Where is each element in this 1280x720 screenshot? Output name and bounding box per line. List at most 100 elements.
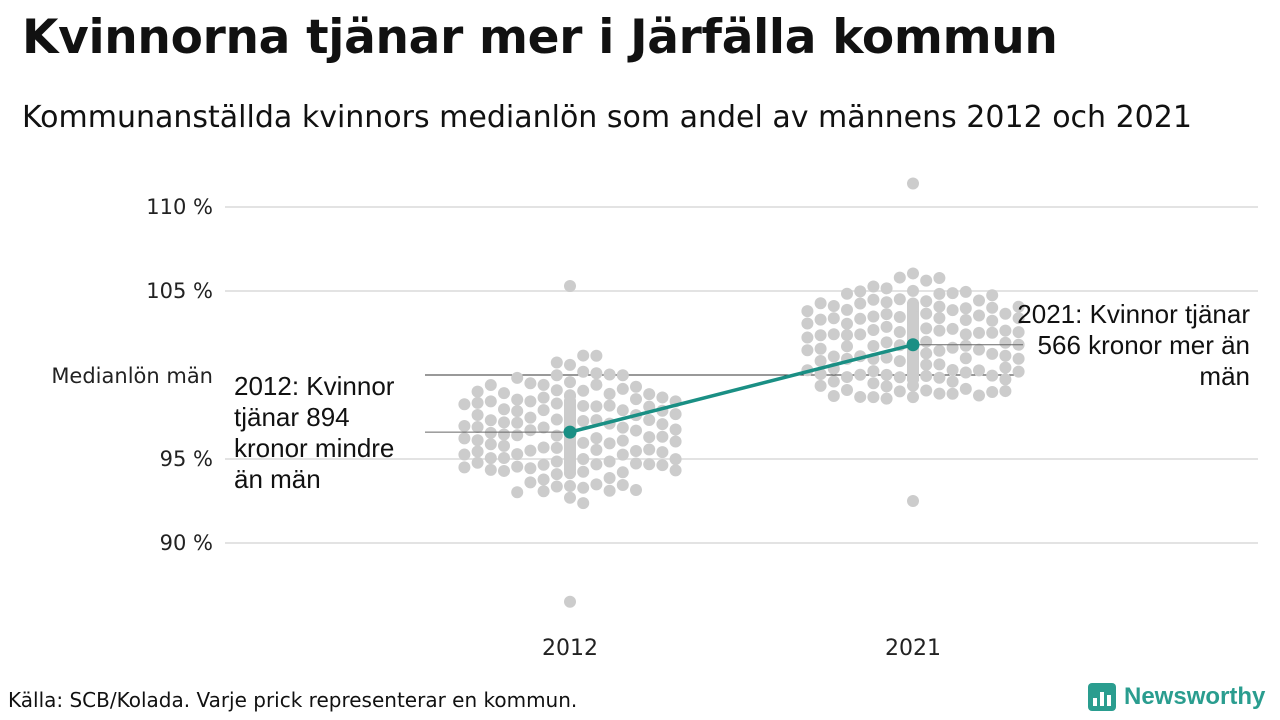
kommun-dot [933,271,946,284]
kommun-dot [550,397,563,410]
kommun-dot [616,421,629,434]
kommun-dot [577,465,590,478]
kommun-dot [550,480,563,493]
kommun-dot [814,342,827,355]
kommun-dot [933,371,946,384]
beeswarm-chart: 90 % 95 % 105 % 110 % Medianlön män 2012 2021 [51,177,1258,661]
kommun-dot [907,349,919,362]
kommun-dot [524,462,537,475]
kommun-dot [867,391,880,404]
kommun-dot [603,484,616,497]
brand-name: Newsworthy [1124,683,1266,710]
kommun-dot [880,308,893,321]
kommun-dot [577,497,590,510]
kommun-dot [616,434,629,447]
kommun-dot [986,314,999,327]
kommun-dot [484,463,497,476]
kommun-dot [841,287,853,300]
kommun-dot [550,384,563,397]
kommun-dot [801,317,814,330]
kommun-dot [616,479,629,492]
kommun-dot [498,403,510,416]
kommun-dot [999,336,1012,349]
kommun-dot [920,322,933,335]
kommun-dot [933,344,946,357]
kommun-dot [814,313,827,326]
kommun-dot [511,448,524,461]
kommun-dot [471,421,484,434]
kommun-dot [471,385,484,398]
kommun-dot [669,464,682,477]
kommun-dot [458,448,471,461]
y-tick-label: 95 % [160,447,213,471]
kommun-dot [973,389,985,402]
kommun-dot [537,378,550,391]
kommun-dot [616,466,629,479]
kommun-dot [511,405,524,418]
kommun-dot [669,423,682,436]
kommun-dot [590,443,603,456]
kommun-dot [1012,312,1025,325]
kommun-dot [946,304,959,317]
kommun-dot [933,311,946,324]
kommun-dot [907,495,919,507]
kommun-dot [999,373,1012,386]
kommun-dot [577,365,590,378]
kommun-dot [814,368,827,381]
kommun-dot [1012,326,1025,339]
kommun-dot [471,408,484,421]
annotation-2012: 2012: Kvinnor tjänar 894 kronor mindre ä… [234,371,395,494]
jarfalla-point [906,338,920,352]
kommun-dot [616,448,629,461]
kommun-dot [577,384,590,397]
kommun-dot [827,312,840,325]
kommun-dot [669,453,682,466]
kommun-dot [458,432,471,445]
x-tick-label: 2021 [885,636,941,661]
kommun-dot [946,387,959,400]
kommun-dot [603,455,616,468]
kommun-dot [484,379,497,392]
kommun-dot [827,328,840,341]
kommun-dot [893,293,906,306]
kommun-dot [854,328,867,341]
kommun-dot [999,361,1012,374]
kommun-dot [986,369,999,382]
kommun-dot [1012,365,1025,378]
kommun-dot [590,478,603,491]
kommun-dot [920,369,933,382]
kommun-dot [498,464,510,477]
kommun-dot [630,380,642,393]
kommun-dot [973,343,985,356]
kommun-dot [577,399,590,412]
kommun-dot [959,382,972,395]
kommun-dot [880,282,893,295]
kommun-dot [590,349,603,362]
kommun-dot [1012,352,1025,365]
kommun-dot [907,310,919,323]
chart-title: Kvinnorna tjänar mer i Järfälla kommun [22,10,1058,65]
kommun-dot [498,416,510,429]
kommun-dot [537,473,550,486]
kommun-dot [484,452,497,465]
kommun-dot [814,297,827,310]
kommun-dot [867,323,880,336]
kommun-dot [827,299,840,312]
kommun-dot [471,396,484,409]
kommun-dot [524,411,537,424]
kommun-dot [564,480,576,493]
kommun-dot [630,393,642,406]
kommun-dot [656,391,669,404]
kommun-dot [959,313,972,326]
kommun-dot [669,408,682,421]
kommun-dot [564,408,576,421]
kommun-dot [959,302,972,315]
kommun-dot [511,460,524,473]
kommun-dot [920,347,933,360]
x-tick-label: 2012 [542,636,598,661]
kommun-dot [550,441,563,454]
kommun-dot [867,310,880,323]
kommun-dot [920,358,933,371]
kommun-dot [867,365,880,378]
kommun-dot [920,335,933,348]
